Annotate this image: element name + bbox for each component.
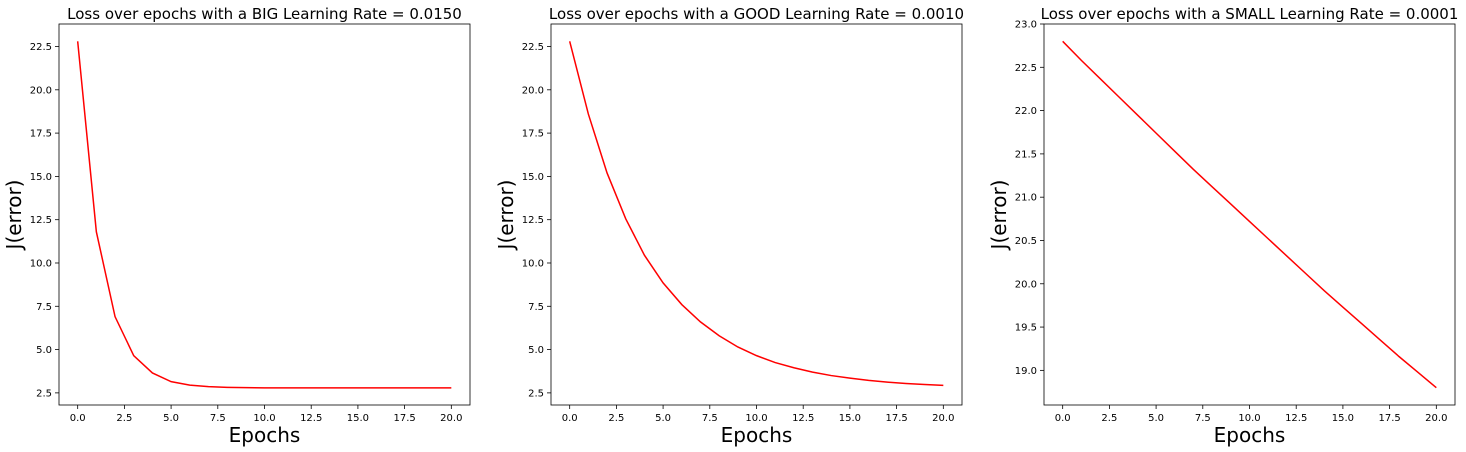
y-tick-label: 20.5 bbox=[1015, 236, 1037, 247]
y-tick-label: 17.5 bbox=[30, 129, 52, 140]
y-tick-label: 20.0 bbox=[1015, 279, 1037, 290]
x-tick-label: 17.5 bbox=[1378, 413, 1400, 424]
y-tick-label: 17.5 bbox=[522, 129, 544, 140]
y-tick-label: 21.0 bbox=[1015, 193, 1037, 204]
y-tick-label: 19.5 bbox=[1015, 323, 1037, 334]
x-axis-label: Epochs bbox=[721, 423, 793, 447]
x-tick-label: 7.5 bbox=[210, 413, 226, 424]
y-tick-label: 23.0 bbox=[1015, 20, 1037, 31]
x-tick-label: 12.5 bbox=[1285, 413, 1307, 424]
x-tick-label: 2.5 bbox=[608, 413, 624, 424]
y-ticks: 2.5 5.0 7.5 10.0 12.5 15.0 17.5 20.0 22.5 bbox=[522, 42, 551, 399]
chart-big-learning-rate: Loss over epochs with a BIG Learning Rat… bbox=[2, 5, 471, 447]
x-tick-label: 17.5 bbox=[393, 413, 415, 424]
x-tick-label: 20.0 bbox=[932, 413, 954, 424]
x-tick-label: 20.0 bbox=[1425, 413, 1447, 424]
x-tick-label: 10.0 bbox=[253, 413, 275, 424]
y-axis-label: J(error) bbox=[2, 180, 26, 252]
x-tick-label: 0.0 bbox=[1055, 413, 1071, 424]
x-tick-label: 0.0 bbox=[70, 413, 86, 424]
y-axis-label: J(error) bbox=[987, 180, 1011, 252]
y-tick-label: 7.5 bbox=[528, 302, 544, 313]
x-tick-label: 5.0 bbox=[655, 413, 671, 424]
y-tick-label: 15.0 bbox=[522, 172, 544, 183]
x-tick-label: 12.5 bbox=[792, 413, 814, 424]
x-tick-label: 5.0 bbox=[1148, 413, 1164, 424]
y-tick-label: 12.5 bbox=[30, 215, 52, 226]
y-tick-label: 22.0 bbox=[1015, 106, 1037, 117]
y-tick-label: 15.0 bbox=[30, 172, 52, 183]
y-tick-label: 12.5 bbox=[522, 215, 544, 226]
chart-good-learning-rate: Loss over epochs with a GOOD Learning Ra… bbox=[494, 5, 964, 447]
x-axis-label: Epochs bbox=[1214, 423, 1286, 447]
x-tick-label: 7.5 bbox=[702, 413, 718, 424]
y-ticks: 19.0 19.5 20.0 20.5 21.0 21.5 22.0 22.5 23.0 bbox=[1015, 20, 1044, 377]
y-tick-label: 10.0 bbox=[30, 258, 52, 269]
y-tick-label: 2.5 bbox=[36, 388, 52, 399]
x-tick-label: 17.5 bbox=[885, 413, 907, 424]
loss-series-line bbox=[76, 41, 452, 389]
chart-title: Loss over epochs with a GOOD Learning Ra… bbox=[549, 5, 964, 23]
x-tick-label: 2.5 bbox=[1101, 413, 1117, 424]
y-axis-label: J(error) bbox=[494, 180, 518, 252]
y-tick-label: 2.5 bbox=[528, 388, 544, 399]
x-tick-label: 12.5 bbox=[300, 413, 322, 424]
y-tick-label: 5.0 bbox=[528, 345, 544, 356]
x-tick-label: 20.0 bbox=[440, 413, 462, 424]
y-tick-label: 19.0 bbox=[1015, 366, 1037, 377]
y-tick-label: 22.5 bbox=[522, 42, 544, 53]
x-axis-label: Epochs bbox=[229, 423, 301, 447]
y-tick-label: 7.5 bbox=[36, 302, 52, 313]
x-ticks: 0.0 2.5 5.0 7.5 10.0 12.5 15.0 17.5 20.0 bbox=[1055, 405, 1447, 424]
plot-area bbox=[58, 23, 471, 406]
x-tick-label: 10.0 bbox=[1238, 413, 1260, 424]
x-tick-label: 10.0 bbox=[745, 413, 767, 424]
y-tick-label: 20.0 bbox=[30, 85, 52, 96]
loss-series-line bbox=[1062, 40, 1437, 389]
chart-small-learning-rate: Loss over epochs with a SMALL Learning R… bbox=[987, 5, 1458, 447]
plot-area bbox=[1043, 23, 1456, 406]
x-tick-label: 0.0 bbox=[562, 413, 578, 424]
x-ticks: 0.0 2.5 5.0 7.5 10.0 12.5 15.0 17.5 20.0 bbox=[562, 405, 954, 424]
chart-title: Loss over epochs with a BIG Learning Rat… bbox=[67, 5, 462, 23]
y-tick-label: 10.0 bbox=[522, 258, 544, 269]
x-tick-label: 2.5 bbox=[116, 413, 132, 424]
plot-area bbox=[550, 23, 963, 406]
y-tick-label: 21.5 bbox=[1015, 149, 1037, 160]
y-tick-label: 5.0 bbox=[36, 345, 52, 356]
chart-title: Loss over epochs with a SMALL Learning R… bbox=[1041, 5, 1459, 23]
y-tick-label: 22.5 bbox=[1015, 63, 1037, 74]
x-ticks: 0.0 2.5 5.0 7.5 10.0 12.5 15.0 17.5 20.0 bbox=[70, 405, 462, 424]
x-tick-label: 15.0 bbox=[839, 413, 861, 424]
x-tick-label: 7.5 bbox=[1195, 413, 1211, 424]
y-ticks: 2.5 5.0 7.5 10.0 12.5 15.0 17.5 20.0 22.5 bbox=[30, 42, 59, 399]
x-tick-label: 5.0 bbox=[163, 413, 179, 424]
x-tick-label: 15.0 bbox=[347, 413, 369, 424]
y-tick-label: 20.0 bbox=[522, 85, 544, 96]
loss-series-line bbox=[568, 41, 944, 387]
x-tick-label: 15.0 bbox=[1332, 413, 1354, 424]
y-tick-label: 22.5 bbox=[30, 42, 52, 53]
